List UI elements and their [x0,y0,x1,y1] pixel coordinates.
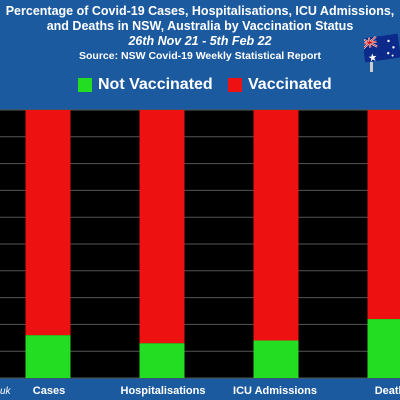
x-tick-label-deaths: Death [374,385,400,397]
x-tick-label-hospitalisations: Hospitalisations [120,385,206,397]
bar-hospitalisations-vaccinated [139,110,185,344]
x-tick-label-icu-admissions: ICU Admissions [233,385,317,397]
bar-icu-admissions-not-vaccinated [253,340,299,378]
bar-cases-not-vaccinated [25,335,71,378]
chart-title-block: Percentage of Covid-19 Cases, Hospitalis… [0,4,400,63]
credit-text: uk [0,386,11,397]
bar-deaths-vaccinated [367,110,400,320]
legend-label-vaccinated: Vaccinated [248,76,332,93]
legend-item-not-vaccinated: Not Vaccinated [78,76,213,94]
bar-cases-vaccinated [25,110,71,336]
legend-swatch-vaccinated [228,78,242,92]
bar-hospitalisations-not-vaccinated [139,343,185,378]
chart-legend: Not Vaccinated Vaccinated [0,76,400,98]
chart-subtitle: 26th Nov 21 - 5th Feb 22 [128,34,272,48]
bar-icu-admissions-vaccinated [253,110,299,341]
australian-flag-icon [361,30,400,79]
bar-deaths-not-vaccinated [367,319,400,378]
chart-source: Source: NSW Covid-19 Weekly Statistical … [79,50,321,62]
x-tick-label-cases: Cases [32,385,66,397]
chart-title-line2: and Deaths in NSW, Australia by Vaccinat… [46,19,354,33]
legend-label-not-vaccinated: Not Vaccinated [98,76,213,93]
chart-title: Percentage of Covid-19 Cases, Hospitalis… [5,4,395,18]
legend-swatch-not-vaccinated [78,78,92,92]
legend-item-vaccinated: Vaccinated [228,76,332,94]
